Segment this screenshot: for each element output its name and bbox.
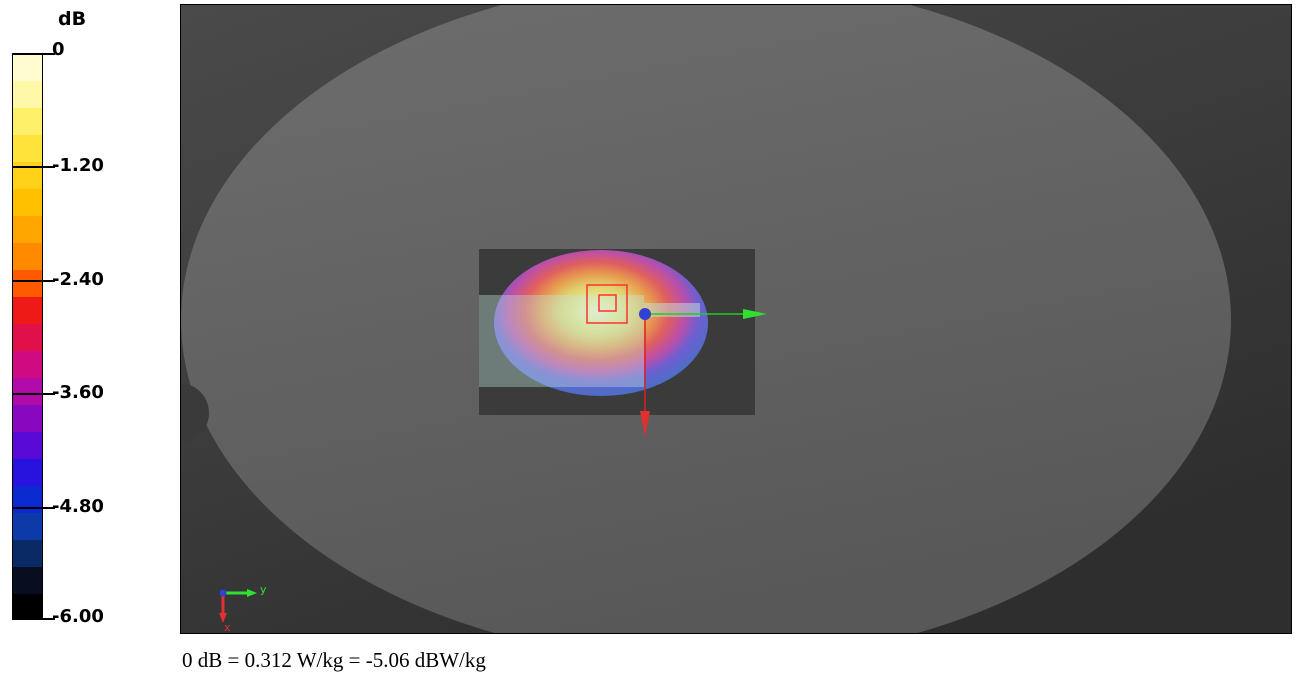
colorbar-band — [13, 378, 42, 406]
colorbar-tick-line — [12, 618, 55, 620]
colorbar-legend: dB 0 -1.20 -2.40 -3.60 -4.80 -6.00 — [0, 0, 180, 640]
colorbar-tick-label: -2.40 — [52, 268, 104, 290]
colorbar-tick-label: -6.00 — [52, 606, 104, 627]
colorbar-band — [13, 513, 42, 541]
triad-origin — [219, 589, 227, 597]
colorbar-band — [13, 216, 42, 244]
colorbar-tick-line — [12, 393, 55, 396]
colorbar-band — [13, 297, 42, 325]
colorbar-tick-line — [12, 166, 55, 169]
axis-triad: y x — [219, 583, 267, 634]
colorbar-band — [13, 594, 42, 619]
colorbar-tick-line — [12, 506, 55, 509]
x-axis-arrowhead — [640, 411, 650, 437]
colorbar-band — [13, 324, 42, 352]
colorbar-band — [13, 351, 42, 379]
colorbar-band — [13, 459, 42, 487]
colorbar-band — [13, 432, 42, 460]
triad-y-arrow — [247, 589, 257, 597]
y-axis-arrowhead — [743, 309, 767, 319]
triad-y-label: y — [260, 583, 267, 596]
colorbar-band — [13, 540, 42, 568]
peak-box-outer — [586, 284, 628, 324]
colorbar-band — [13, 189, 42, 217]
zoom-scan-overlay — [479, 295, 644, 387]
colorbar-tick-label: -4.80 — [52, 495, 104, 517]
peak-box-inner — [598, 294, 617, 312]
colorbar-tick-line — [12, 279, 55, 282]
colorbar-tick-label: 0 — [52, 39, 65, 60]
colorbar-tick-line — [12, 53, 55, 55]
colorbar-band — [13, 135, 42, 163]
colorbar-band — [13, 486, 42, 514]
colorbar-band — [13, 54, 42, 82]
colorbar-unit: dB — [58, 8, 87, 30]
phantom-notch — [181, 383, 209, 443]
viewport-canvas[interactable]: y x — [181, 5, 1292, 634]
colorbar-tick-label: -1.20 — [52, 155, 104, 177]
colorbar-band — [13, 405, 42, 433]
triad-x-label: x — [224, 621, 231, 634]
colorbar-band — [13, 567, 42, 595]
probe-tip-overlay — [644, 303, 700, 317]
colorbar-band — [13, 108, 42, 136]
3d-viewport[interactable]: y x — [180, 4, 1292, 634]
colorbar-band — [13, 81, 42, 109]
triad-x-arrow — [219, 613, 227, 623]
colorbar-scale — [12, 53, 43, 620]
colorbar-band — [13, 243, 42, 271]
reference-caption: 0 dB = 0.312 W/kg = -5.06 dBW/kg — [182, 648, 486, 672]
colorbar-band — [13, 270, 42, 298]
origin-marker — [639, 308, 651, 320]
colorbar-tick-label: -3.60 — [52, 382, 104, 404]
